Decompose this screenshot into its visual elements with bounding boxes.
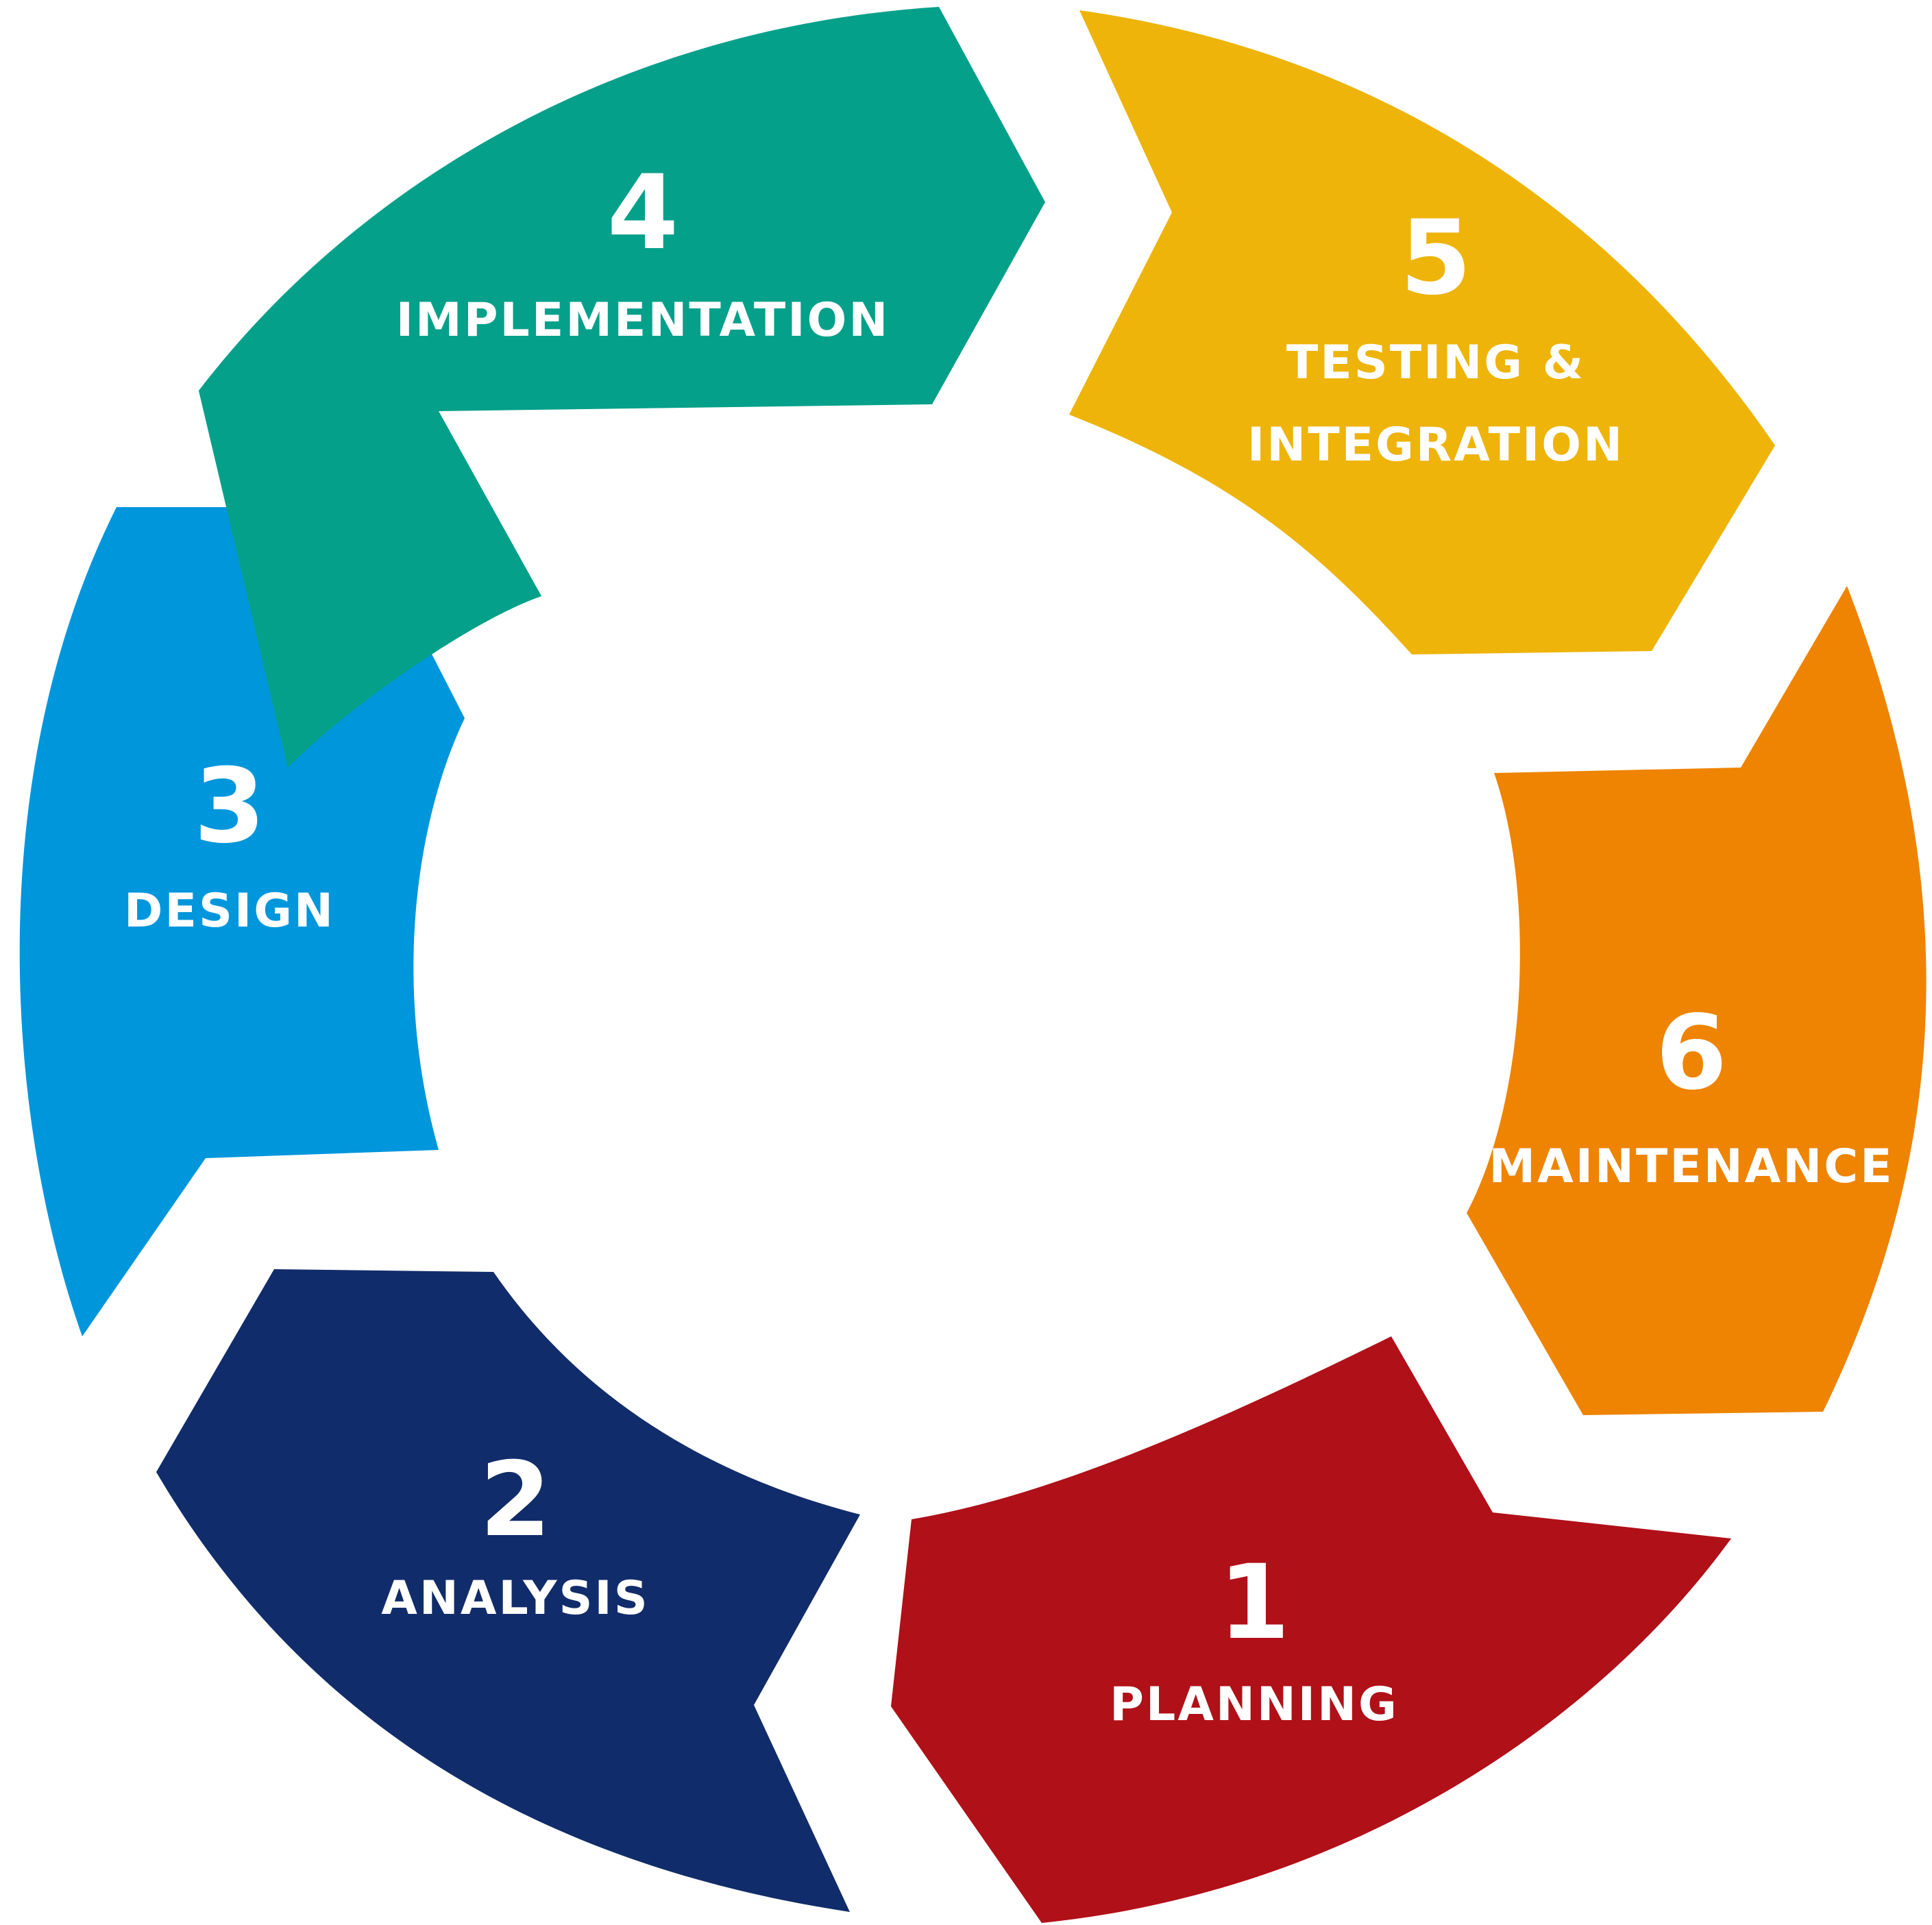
- stage-testing-integration-label-line1: TESTING &: [1286, 336, 1585, 390]
- stage-implementation: 4 IMPLEMENTATION: [199, 7, 1045, 768]
- stage-testing-integration-label-line2: INTEGRATION: [1247, 418, 1624, 472]
- stage-design-number: 3: [194, 747, 265, 866]
- stage-maintenance: 6 MAINTENANCE: [1467, 586, 1927, 1415]
- stage-implementation-arrow-fill: [199, 391, 541, 768]
- stage-planning-label: PLANNING: [1110, 1678, 1399, 1732]
- stage-maintenance-arrow: [1467, 586, 1927, 1415]
- stage-planning-number: 1: [1219, 1543, 1290, 1663]
- stage-design-arrow: [19, 507, 465, 1336]
- stage-design-label: DESIGN: [124, 884, 335, 938]
- stage-analysis-label: ANALYSIS: [381, 1571, 649, 1626]
- stage-testing-integration: 5 TESTING & INTEGRATION: [1069, 10, 1775, 654]
- stage-analysis-number: 2: [480, 1440, 551, 1560]
- stage-planning: 1 PLANNING: [891, 1336, 1731, 1923]
- stage-maintenance-label: MAINTENANCE: [1489, 1140, 1894, 1194]
- stage-analysis: 2 ANALYSIS: [156, 1269, 860, 1912]
- stage-maintenance-number: 6: [1656, 994, 1727, 1113]
- stage-implementation-number: 4: [607, 154, 678, 273]
- stage-design: 3 DESIGN: [19, 507, 465, 1336]
- stage-implementation-label: IMPLEMENTATION: [396, 293, 890, 347]
- stage-testing-integration-arrow: [1069, 10, 1775, 654]
- stage-analysis-arrow: [156, 1269, 860, 1912]
- stage-testing-integration-number: 5: [1400, 199, 1471, 318]
- stage-planning-arrow: [891, 1336, 1731, 1923]
